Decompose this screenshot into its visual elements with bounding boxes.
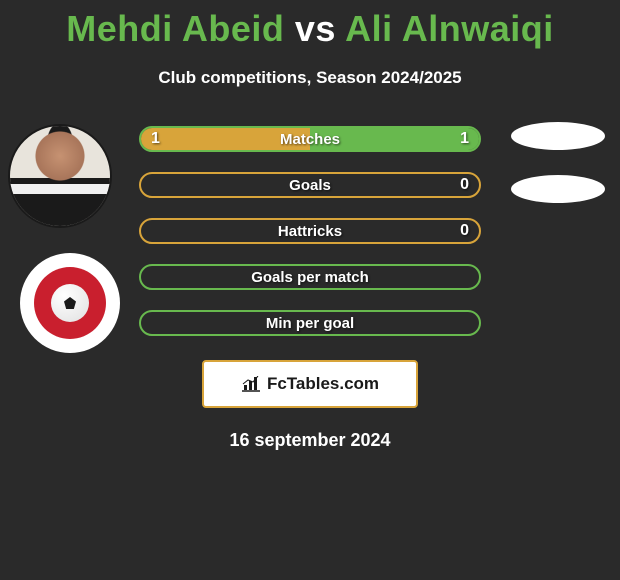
player2-avatar [20,253,120,353]
soccer-ball-icon [51,284,89,322]
vs-text: vs [295,8,336,49]
stat-label: Hattricks [278,223,342,240]
ellipse-icon [511,122,605,150]
brand-badge: FcTables.com [202,360,418,408]
player2-name: Ali Alnwaiqi [345,8,554,49]
stat-row-goals-per-match: Goals per match [139,264,481,290]
side-marker-row1 [511,122,605,150]
bar-chart-icon [241,376,261,392]
player1-name: Mehdi Abeid [66,8,284,49]
date-text: 16 september 2024 [0,430,620,451]
stat-row-min-per-goal: Min per goal [139,310,481,336]
stat-left-value: 1 [151,130,160,148]
side-marker-row2 [511,175,605,203]
stat-row-hattricks: Hattricks 0 [139,218,481,244]
stat-row-matches: 1 Matches 1 [139,126,481,152]
stat-label: Goals [289,177,331,194]
stat-right-value: 0 [460,222,469,240]
player1-avatar [8,124,112,228]
stat-label: Min per goal [266,315,354,332]
brand-text: FcTables.com [267,374,379,394]
stat-label: Goals per match [251,269,369,286]
stat-right-value: 1 [460,130,469,148]
page-title: Mehdi Abeid vs Ali Alnwaiqi [0,0,620,50]
ellipse-icon [511,175,605,203]
club-shield-icon [34,267,106,339]
player1-photo [10,126,110,226]
club-logo [20,253,120,353]
subtitle: Club competitions, Season 2024/2025 [0,68,620,88]
stat-label: Matches [280,131,340,148]
stat-right-value: 0 [460,176,469,194]
stat-row-goals: Goals 0 [139,172,481,198]
